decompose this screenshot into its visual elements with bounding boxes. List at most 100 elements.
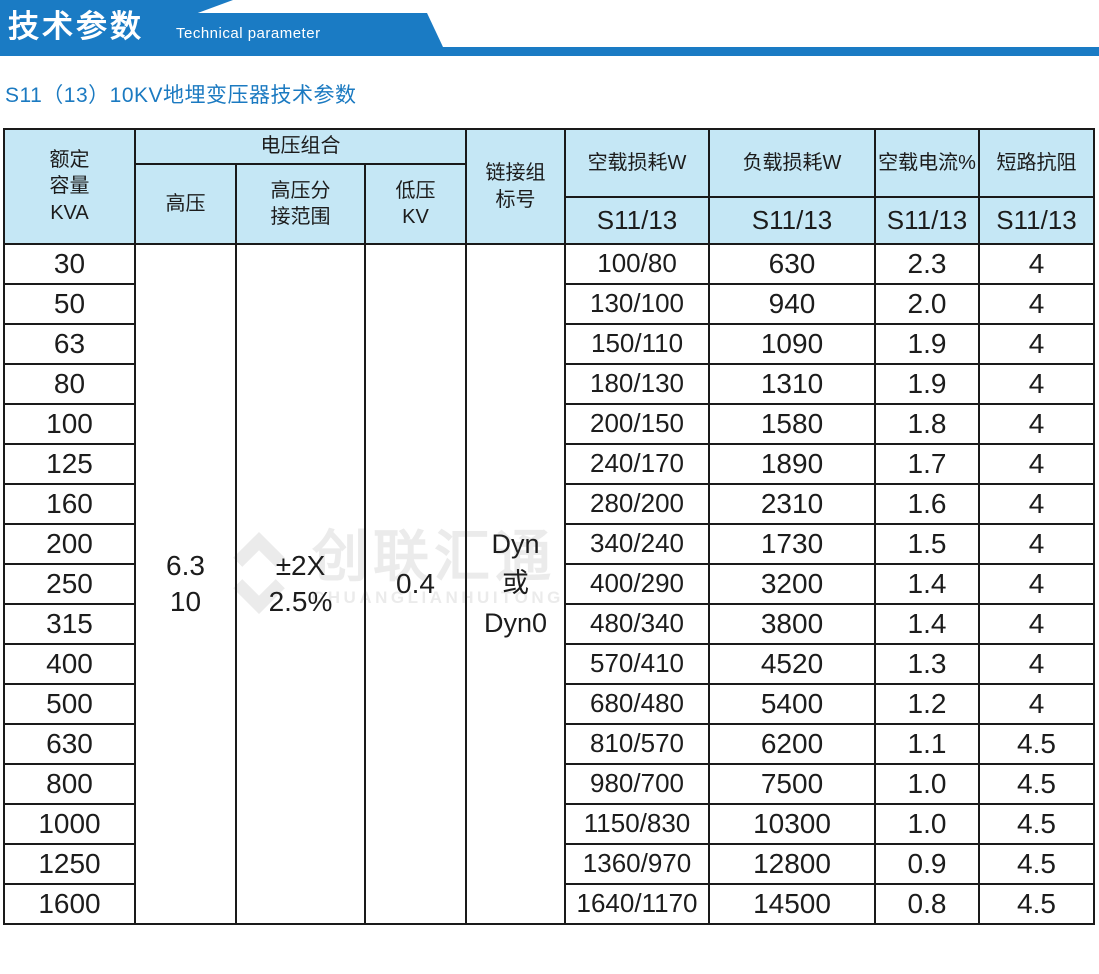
table-row: 80 180/130 1310 1.9 4 [3,363,1096,405]
table-row: 1000 1150/830 10300 1.0 4.5 [3,803,1096,845]
parameters-table-wrapper: 额定 容量 KVA 电压组合 链接组 标号 空载损耗W 负载损耗W 空载电流% … [3,128,1096,925]
table-row: 800 980/700 7500 1.0 4.5 [3,763,1096,805]
no-load-current-cell: 1.6 [874,483,981,525]
capacity-cell: 63 [3,323,136,365]
page-title: S11（13）10KV地埋变压器技术参数 [5,84,357,107]
table-row: 100 200/150 1580 1.8 4 [3,403,1096,445]
impedance-cell: 4 [978,283,1096,325]
no-load-current-cell: 0.9 [874,843,981,885]
table-row: 1600 1640/1170 14500 0.8 4.5 [3,883,1096,925]
load-loss-cell: 12800 [708,843,877,885]
capacity-cell: 630 [3,723,136,765]
no-load-current-cell: 1.7 [874,443,981,485]
no-load-current-cell: 1.8 [874,403,981,445]
impedance-cell: 4.5 [978,763,1096,805]
impedance-cell: 4 [978,563,1096,605]
no-load-current-cell: 1.9 [874,363,981,405]
table-row: 200 340/240 1730 1.5 4 [3,523,1096,565]
impedance-cell: 4 [978,243,1096,285]
no-load-loss-cell: 200/150 [564,403,711,445]
impedance-cell: 4.5 [978,803,1096,845]
no-load-loss-cell: 1640/1170 [564,883,711,925]
impedance-cell: 4.5 [978,723,1096,765]
no-load-loss-cell: 240/170 [564,443,711,485]
no-load-loss-cell: 280/200 [564,483,711,525]
table-row: 500 680/480 5400 1.2 4 [3,683,1096,725]
load-loss-cell: 940 [708,283,877,325]
capacity-cell: 200 [3,523,136,565]
impedance-cell: 4 [978,643,1096,685]
banner-ribbon-bar [0,47,1099,56]
table-row: 315 480/340 3800 1.4 4 [3,603,1096,645]
table-row: 160 280/200 2310 1.6 4 [3,483,1096,525]
capacity-cell: 80 [3,363,136,405]
col-header-hv: 高压 [134,163,237,245]
capacity-cell: 800 [3,763,136,805]
capacity-cell: 160 [3,483,136,525]
col-header-capacity: 额定 容量 KVA [3,128,136,245]
no-load-current-cell: 1.1 [874,723,981,765]
col-header-no-load-current: 空载电流% [874,128,981,198]
impedance-cell: 4 [978,323,1096,365]
no-load-loss-cell: 980/700 [564,763,711,805]
table-row: 250 400/290 3200 1.4 4 [3,563,1096,605]
impedance-cell: 4 [978,603,1096,645]
no-load-current-cell: 2.3 [874,243,981,285]
capacity-cell: 30 [3,243,136,285]
hv-tap-merged-cell: ±2X 2.5% [235,243,366,925]
no-load-current-cell: 1.2 [874,683,981,725]
col-header-impedance: 短路抗阻 [978,128,1096,198]
table-row: 30 6.3 10 ±2X 2.5% 0.4 Dyn 或 Dyn0 100/80… [3,243,1096,925]
banner: 技术参数 Technical parameter [0,0,1099,58]
impedance-cell: 4 [978,443,1096,485]
impedance-cell: 4 [978,523,1096,565]
no-load-loss-cell: 680/480 [564,683,711,725]
no-load-loss-cell: 150/110 [564,323,711,365]
no-load-current-cell: 0.8 [874,883,981,925]
vector-group-merged-cell: Dyn 或 Dyn0 [465,243,567,925]
no-load-loss-cell: 130/100 [564,283,711,325]
col-header-voltage-group: 电压组合 [133,128,468,165]
load-loss-cell: 1580 [708,403,877,445]
no-load-loss-cell: 1360/970 [564,843,711,885]
table-row: 50 130/100 940 2.0 4 [3,283,1096,325]
no-load-current-cell: 1.5 [874,523,981,565]
col-header-no-load-loss: 空载损耗W [564,128,711,198]
load-loss-cell: 6200 [708,723,877,765]
load-loss-cell: 2310 [708,483,877,525]
capacity-cell: 125 [3,443,136,485]
banner-ribbon-top [0,0,233,14]
load-loss-cell: 630 [708,243,877,285]
col-header-hv-tap: 高压分 接范围 [235,163,366,245]
hv-merged-cell: 6.3 10 [134,243,237,925]
load-loss-cell: 3800 [708,603,877,645]
capacity-cell: 50 [3,283,136,325]
capacity-cell: 1250 [3,843,136,885]
model-header-impedance: S11/13 [978,196,1096,245]
no-load-current-cell: 2.0 [874,283,981,325]
table-row: 125 240/170 1890 1.7 4 [3,443,1096,485]
no-load-current-cell: 1.4 [874,563,981,605]
impedance-cell: 4 [978,363,1096,405]
capacity-cell: 315 [3,603,136,645]
header-row-3: S11/13 S11/13 S11/13 S11/13 [4,196,1096,245]
table-row: 63 150/110 1090 1.9 4 [3,323,1096,365]
no-load-current-cell: 1.4 [874,603,981,645]
header-row-2: 高压 高压分 接范围 低压 KV [4,163,1094,245]
no-load-loss-cell: 480/340 [564,603,711,645]
col-header-load-loss: 负载损耗W [708,128,877,198]
load-loss-cell: 5400 [708,683,877,725]
impedance-cell: 4 [978,483,1096,525]
lv-merged-cell: 0.4 [363,243,468,925]
capacity-cell: 250 [3,563,136,605]
capacity-cell: 1600 [3,883,136,925]
no-load-loss-cell: 1150/830 [564,803,711,845]
capacity-cell: 400 [3,643,136,685]
model-header-no-load-loss: S11/13 [564,196,711,245]
capacity-cell: 1000 [3,803,136,845]
impedance-cell: 4.5 [978,843,1096,885]
load-loss-cell: 7500 [708,763,877,805]
load-loss-cell: 1310 [708,363,877,405]
load-loss-cell: 1730 [708,523,877,565]
